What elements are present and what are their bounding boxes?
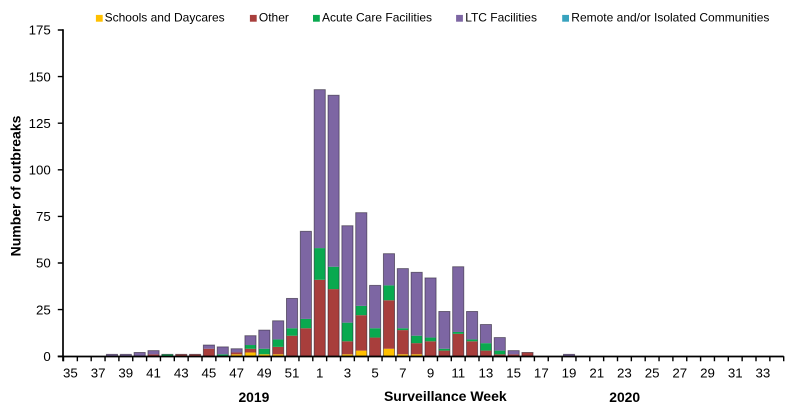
svg-text:51: 51 [285,365,300,380]
svg-text:13: 13 [479,365,494,380]
svg-text:100: 100 [29,163,51,178]
svg-text:7: 7 [399,365,406,380]
svg-text:Remote and/or Isolated Communi: Remote and/or Isolated Communities [571,10,769,24]
svg-text:9: 9 [427,365,434,380]
svg-text:125: 125 [29,116,51,131]
svg-text:23: 23 [617,365,632,380]
svg-text:43: 43 [174,365,189,380]
svg-text:Surveillance Week: Surveillance Week [384,388,507,404]
svg-text:Acute Care Facilities: Acute Care Facilities [322,10,432,24]
svg-text:25: 25 [36,302,51,317]
svg-text:50: 50 [36,256,51,271]
svg-text:31: 31 [728,365,743,380]
svg-text:19: 19 [562,365,577,380]
svg-text:5: 5 [371,365,378,380]
svg-text:Schools and Daycares: Schools and Daycares [105,10,225,24]
svg-text:37: 37 [91,365,106,380]
svg-text:45: 45 [202,365,217,380]
svg-text:27: 27 [672,365,687,380]
svg-text:1: 1 [316,365,323,380]
svg-text:2020: 2020 [609,389,640,405]
svg-text:Other: Other [259,10,289,24]
svg-text:35: 35 [63,365,78,380]
svg-text:150: 150 [29,69,51,84]
svg-text:25: 25 [645,365,660,380]
svg-text:LTC Facilities: LTC Facilities [465,10,537,24]
svg-text:11: 11 [451,365,465,380]
svg-text:Number of outbreaks: Number of outbreaks [7,115,23,256]
svg-text:33: 33 [756,365,771,380]
svg-text:15: 15 [506,365,521,380]
svg-text:17: 17 [534,365,549,380]
svg-text:41: 41 [146,365,161,380]
svg-text:39: 39 [118,365,133,380]
svg-text:3: 3 [344,365,351,380]
svg-text:75: 75 [36,209,51,224]
svg-text:2019: 2019 [238,389,269,405]
svg-text:49: 49 [257,365,272,380]
svg-text:29: 29 [700,365,715,380]
svg-text:47: 47 [229,365,244,380]
svg-text:175: 175 [29,23,51,38]
svg-text:21: 21 [589,365,604,380]
svg-text:0: 0 [43,349,50,364]
